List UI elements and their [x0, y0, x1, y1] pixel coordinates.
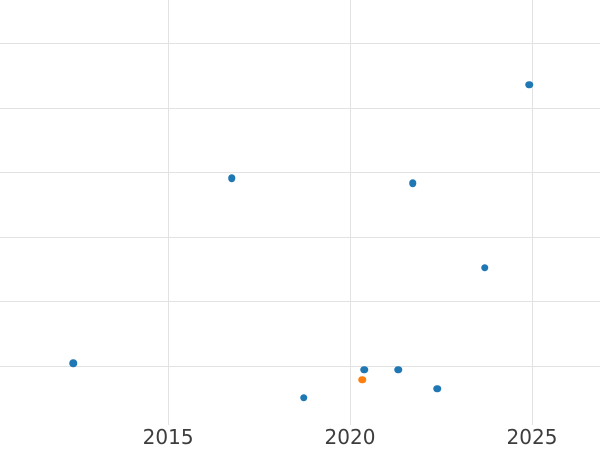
- blue-series-point: [394, 365, 403, 374]
- x-tick-label: 2025: [506, 425, 558, 449]
- vertical-gridline: [532, 0, 533, 425]
- blue-series-point: [480, 263, 489, 272]
- vertical-gridline: [168, 0, 170, 425]
- blue-series-point: [433, 385, 442, 393]
- horizontal-gridline: [0, 365, 600, 367]
- horizontal-gridline: [0, 43, 600, 45]
- blue-series-point: [360, 365, 368, 374]
- blue-series-point: [299, 394, 308, 402]
- x-tick-label: 2020: [324, 425, 376, 449]
- horizontal-gridline: [0, 301, 600, 303]
- horizontal-gridline: [0, 172, 600, 174]
- blue-series-point: [228, 174, 236, 182]
- x-tick-label: 2015: [142, 425, 194, 449]
- vertical-gridline: [350, 0, 351, 425]
- horizontal-gridline: [0, 107, 600, 109]
- orange-series-point: [358, 376, 366, 384]
- x-axis: 2015 2020 2025: [0, 425, 600, 450]
- plot-area: [0, 0, 600, 425]
- blue-series-point: [408, 179, 417, 187]
- horizontal-gridline: [0, 236, 600, 238]
- blue-series-point: [69, 359, 77, 367]
- blue-series-point: [525, 80, 534, 89]
